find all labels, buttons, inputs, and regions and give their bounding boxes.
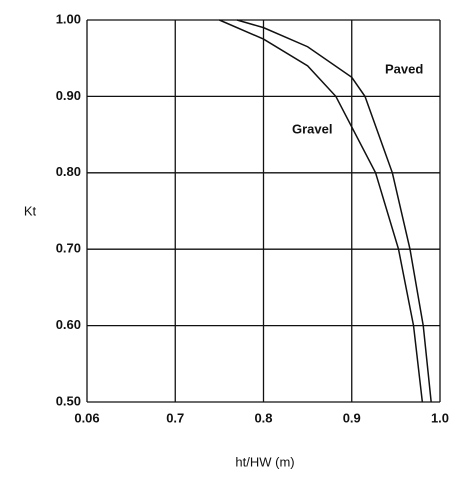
y-tick-label: 0.90	[56, 88, 81, 103]
x-tick-label: 0.7	[166, 410, 184, 425]
y-tick-label: 0.70	[56, 241, 81, 256]
y-axis-label: Kt	[24, 203, 37, 218]
x-tick-label: 0.8	[254, 410, 272, 425]
line	[219, 19, 424, 403]
y-tick-label: 0.80	[56, 164, 81, 179]
y-tick-label: 1.00	[56, 11, 81, 26]
series-label: Gravel	[292, 121, 332, 136]
series-label: Paved	[385, 61, 423, 76]
y-tick-label: 0.50	[56, 393, 81, 408]
x-tick-label: 0.06	[74, 410, 99, 425]
x-axis-label: ht/HW (m)	[235, 454, 294, 469]
y-tick-label: 0.60	[56, 317, 81, 332]
x-tick-label: 0.9	[343, 410, 361, 425]
x-tick-label: 1.0	[431, 410, 449, 425]
line	[236, 19, 432, 403]
